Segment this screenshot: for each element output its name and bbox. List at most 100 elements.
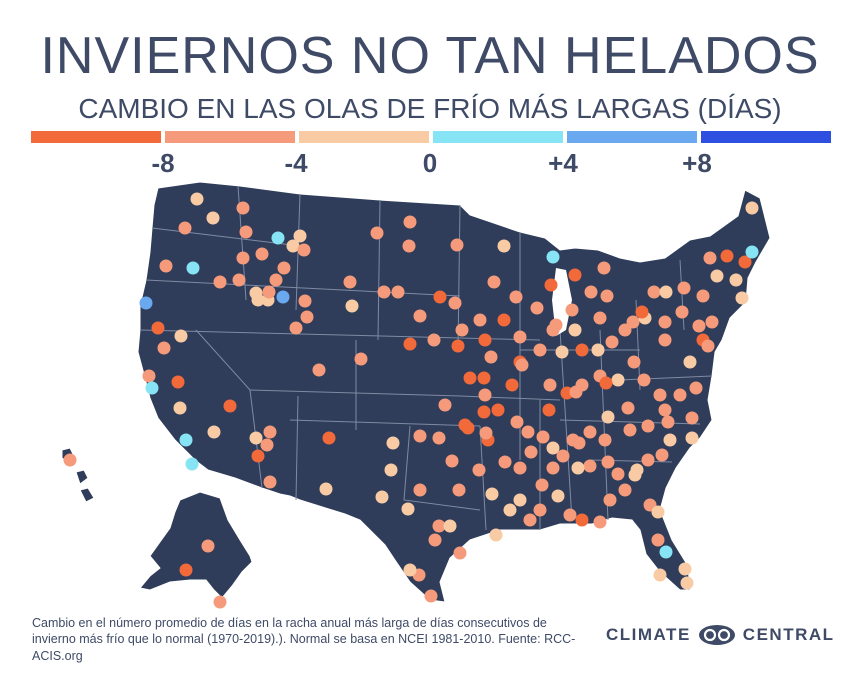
legend-tick: +4 [548, 148, 578, 178]
station-dot [179, 433, 193, 447]
station-dot [635, 305, 649, 319]
station-dot [584, 285, 598, 299]
station-dot [745, 245, 759, 259]
station-dot [653, 568, 667, 582]
station-dot [651, 533, 665, 547]
station-dot [628, 468, 642, 482]
station-dot [621, 401, 635, 415]
station-dot [513, 461, 527, 475]
station-dot [536, 430, 550, 444]
station-dot [428, 533, 442, 547]
station-dot [745, 201, 759, 215]
station-dot [413, 483, 427, 497]
color-legend [31, 131, 831, 143]
station-dot [300, 310, 314, 324]
legend-tick: -4 [284, 148, 308, 178]
station-dot [178, 221, 192, 235]
page-subtitle: CAMBIO EN LAS OLAS DE FRÍO MÁS LARGAS (D… [78, 93, 782, 124]
station-dot [627, 355, 641, 369]
station-dot [503, 503, 517, 517]
station-dot [255, 247, 269, 261]
station-dot [680, 576, 694, 590]
station-dot [563, 508, 577, 522]
station-dot [236, 251, 250, 265]
station-dot [451, 339, 465, 353]
station-dot [171, 375, 185, 389]
station-dot [201, 539, 215, 553]
station-dot [515, 358, 529, 372]
station-dot [289, 321, 303, 335]
station-dot [354, 352, 368, 366]
legend-tick: +8 [682, 148, 712, 178]
station-dot [593, 515, 607, 529]
station-dot [605, 335, 619, 349]
station-dot [498, 455, 512, 469]
station-dot [251, 449, 265, 463]
station-dot [569, 385, 583, 399]
legend-segment-1 [31, 131, 161, 143]
station-dot [319, 482, 333, 496]
legend-ticks: -8 -4 0 +4 +8 [0, 148, 860, 178]
station-dot [432, 431, 446, 445]
climate-central-logo: CLIMATE CENTRAL [606, 622, 835, 648]
legend-tick: -8 [151, 148, 175, 178]
station-dot [618, 483, 632, 497]
station-dot [276, 290, 290, 304]
station-dot [185, 457, 199, 471]
station-dot [207, 425, 221, 439]
station-dots [63, 192, 759, 609]
station-dot [542, 403, 556, 417]
station-dot [611, 467, 625, 481]
station-dot [262, 285, 276, 299]
station-dot [293, 229, 307, 243]
station-dot [497, 239, 511, 253]
station-dot [677, 281, 691, 295]
station-dot [673, 388, 687, 402]
station-dot [455, 323, 469, 337]
station-dot [370, 226, 384, 240]
station-dot [277, 261, 291, 275]
station-dot [487, 275, 501, 289]
station-dot [675, 305, 689, 319]
station-dot [505, 378, 519, 392]
station-dot [703, 251, 717, 265]
station-dot [729, 273, 743, 287]
station-dot [575, 513, 589, 527]
legend-segment-5 [567, 131, 697, 143]
hawaii-island-3 [79, 487, 95, 503]
station-dot [705, 315, 719, 329]
station-dot [659, 545, 673, 559]
station-dot [738, 255, 752, 269]
station-dot [720, 249, 734, 263]
station-dot [623, 423, 637, 437]
station-dot [157, 341, 171, 355]
station-dot [401, 502, 415, 516]
station-dot [598, 433, 612, 447]
station-dot [452, 483, 466, 497]
station-dot [298, 294, 312, 308]
station-dot [735, 291, 749, 305]
station-dot [565, 303, 579, 317]
station-dot [571, 461, 585, 475]
logo-text-right: CENTRAL [742, 625, 835, 644]
legend-tick: 0 [422, 148, 438, 178]
station-dot [463, 371, 477, 385]
station-dot [575, 343, 589, 357]
station-dot [478, 388, 492, 402]
station-dot [523, 513, 537, 527]
station-dot [473, 313, 487, 327]
station-dot [239, 225, 253, 239]
station-dot [438, 398, 452, 412]
station-dot [655, 448, 669, 462]
station-dot [263, 475, 277, 489]
station-dot [297, 243, 311, 257]
station-dot [601, 410, 615, 424]
station-dot [543, 378, 557, 392]
state-border [377, 199, 381, 341]
station-dot [271, 231, 285, 245]
station-dot [458, 418, 472, 432]
station-dot [190, 192, 204, 206]
station-dot [651, 505, 665, 519]
station-dot [322, 431, 336, 445]
station-dot [689, 381, 703, 395]
